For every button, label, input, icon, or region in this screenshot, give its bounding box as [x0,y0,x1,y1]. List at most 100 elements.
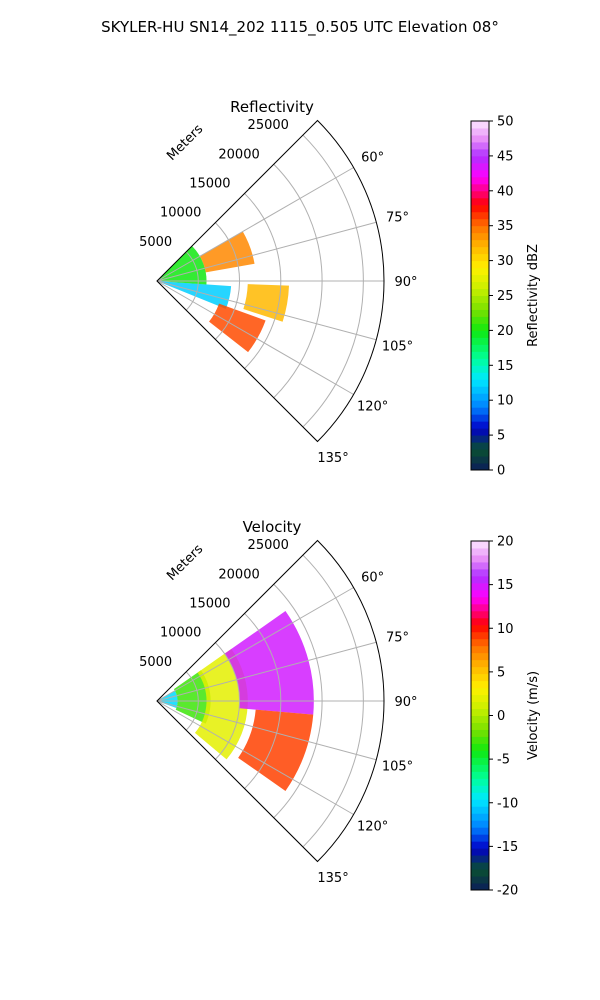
reflectivity-colorbar-segment [471,288,489,296]
velocity-colorbar-segment [471,596,489,605]
velocity-colorbar-segment [471,876,489,884]
reflectivity-colorbar-segment [471,190,489,199]
velocity-colorbar-segment [471,827,489,835]
reflectivity-colorbar-segment [471,204,489,213]
reflectivity-colorbar-segment [471,316,489,324]
reflectivity-colorbar-segment [471,351,489,359]
velocity-azimuth-spoke [156,641,377,702]
reflectivity-colorbar-segment [471,148,489,157]
velocity-colorbar-segment [471,841,489,849]
reflectivity-colorbar-segment [471,253,489,262]
velocity-colorbar-segment [471,624,489,633]
reflectivity-colorbar-segment [471,260,489,269]
reflectivity-colorbar-segment [471,393,489,401]
reflectivity-colorbar-segment [471,155,489,164]
velocity-colorbar-segment [471,694,489,703]
reflectivity-colorbar-segment [471,414,489,422]
velocity-colorbar-tick-label: -15 [497,840,518,855]
reflectivity-colorbar-segment [471,379,489,387]
velocity-colorbar-segment [471,848,489,856]
reflectivity-colorbar-tick-label: 5 [497,429,505,444]
reflectivity-colorbar-segment [471,365,489,373]
velocity-colorbar-segment [471,617,489,626]
reflectivity-azimuth-tick-label: 75° [386,211,409,226]
velocity-colorbar-segment [471,820,489,828]
velocity-colorbar-segment [471,869,489,877]
velocity-colorbar-segment [471,645,489,654]
reflectivity-colorbar-tick-label: 20 [497,324,514,339]
reflectivity-colorbar-tick-label: 35 [497,219,514,234]
velocity-radial-tick-label: 20000 [218,567,259,582]
figure-title: SKYLER-HU SN14_202 1115_0.505 UTC Elevat… [101,18,499,37]
reflectivity-colorbar-tick-label: 0 [497,464,505,479]
velocity-colorbar-segment [471,631,489,640]
reflectivity-colorbar-segment [471,463,489,471]
velocity-colorbar-tick-label: 20 [497,535,514,550]
reflectivity-colorbar-segment [471,323,489,331]
velocity-colorbar-segment [471,701,489,710]
reflectivity-colorbar-tick-label: 10 [497,394,514,409]
velocity-panel: Velocity 5000 10000 15000 20000 25000 Meters 6… [139,518,541,899]
velocity-colorbar-tick-label: -5 [497,753,510,768]
reflectivity-colorbar-segment [471,169,489,178]
reflectivity-colorbar-segment [471,211,489,220]
velocity-radial-axis-label: Meters [164,542,206,584]
velocity-radial-tick-label: 10000 [160,626,201,641]
velocity-colorbar-segment [471,541,489,549]
velocity-colorbar-segment [471,750,489,758]
reflectivity-colorbar-segment [471,176,489,185]
velocity-azimuth-spoke [156,587,354,702]
reflectivity-azimuth-spoke [156,167,354,282]
velocity-field-cell [194,648,248,760]
reflectivity-colorbar-segment [471,239,489,248]
reflectivity-colorbar-segment [471,337,489,345]
velocity-colorbar-segment [471,764,489,772]
reflectivity-plot-frame [156,119,385,443]
reflectivity-radial-axis-label: Meters [164,122,206,164]
reflectivity-colorbar-segment [471,428,489,436]
reflectivity-colorbar-tick-label: 50 [497,115,514,130]
velocity-field-cell [157,690,178,709]
velocity-colorbar-segment [471,806,489,814]
velocity-plot-frame [156,539,385,863]
reflectivity-panel: Reflectivity 5000 10000 15000 20000 25000 Met… [139,98,541,479]
velocity-colorbar-segment [471,855,489,863]
reflectivity-azimuth-tick-label: 90° [394,275,417,290]
velocity-radial-tick-label: 15000 [189,596,230,611]
reflectivity-colorbar-segment [471,267,489,276]
reflectivity-colorbar-segment [471,134,489,143]
reflectivity-colorbar-segment [471,400,489,408]
reflectivity-field-cell [157,245,207,285]
velocity-colorbar-segment [471,687,489,696]
reflectivity-radial-tick-label: 20000 [218,147,259,162]
reflectivity-colorbar-segment [471,162,489,171]
velocity-colorbar-segment [471,680,489,689]
reflectivity-colorbar-segment [471,330,489,338]
velocity-azimuth-tick-label: 120° [357,820,388,835]
reflectivity-radial-tick-label: 10000 [160,206,201,221]
reflectivity-colorbar-segment [471,372,489,380]
reflectivity-field [157,231,289,353]
velocity-colorbar-segment [471,554,489,563]
velocity-colorbar-segment [471,736,489,744]
reflectivity-azimuth-spoke [156,221,377,282]
reflectivity-colorbar-segment [471,442,489,450]
velocity-colorbar-segment [471,652,489,661]
reflectivity-colorbar-segment [471,456,489,464]
reflectivity-radial-tick-label: 25000 [248,118,289,133]
reflectivity-colorbar-tick-label: 15 [497,359,514,374]
velocity-colorbar-segment [471,778,489,786]
velocity-colorbar-segment [471,708,489,716]
velocity-colorbar-segment [471,785,489,793]
reflectivity-colorbar-segment [471,121,489,129]
reflectivity-colorbar-segment [471,386,489,394]
velocity-colorbar-segment [471,771,489,779]
velocity-colorbar-segment [471,638,489,647]
reflectivity-colorbar-segment [471,232,489,241]
velocity-azimuth-tick-label: 105° [382,759,413,774]
reflectivity-colorbar-segment [471,358,489,366]
velocity-colorbar-segment [471,547,489,556]
velocity-colorbar-segment [471,883,489,891]
velocity-colorbar-segment [471,673,489,682]
velocity-colorbar-segment [471,610,489,619]
